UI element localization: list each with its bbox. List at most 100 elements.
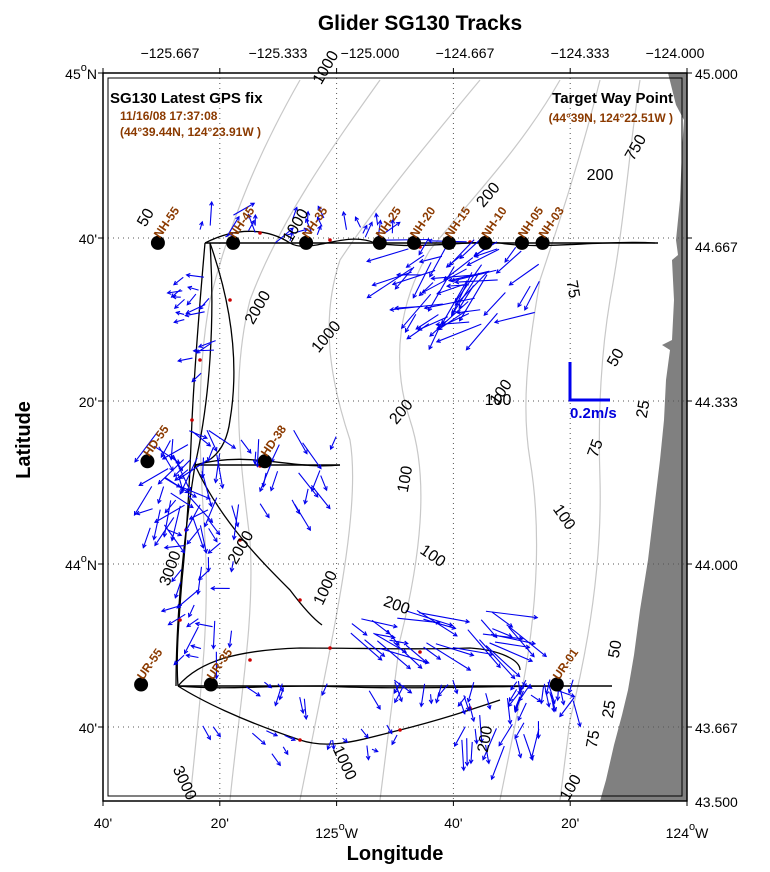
current-vector [457,309,481,314]
current-vector [164,545,185,549]
current-vector [519,679,527,691]
current-vector-head [303,227,309,233]
current-vector-head [305,210,311,216]
current-vector [207,446,215,462]
current-vector [508,626,535,657]
current-vector [355,216,362,228]
current-vector-head [206,457,212,463]
current-vector-head [304,217,310,223]
current-vector [463,695,470,711]
current-vector [375,213,379,226]
current-vector [187,286,199,291]
current-vector-head [283,750,289,756]
current-vector [447,284,469,287]
current-vector-head [412,293,417,299]
current-vector-head [185,272,191,278]
current-vector-head [213,537,218,543]
current-vector-head [479,738,484,744]
current-vector-head [290,736,296,741]
current-vector [479,715,483,743]
current-vector [485,693,491,710]
current-vector [191,431,211,447]
current-vector [164,477,181,488]
current-vector [311,470,321,492]
current-vector [248,220,255,231]
current-vector-head [331,745,336,751]
current-vector-head [450,278,456,283]
current-vector-head [227,643,233,649]
velocity-scale: 0.2m/s [568,362,617,422]
current-vector [421,268,467,294]
current-vector-head [451,625,457,630]
current-vector-head [577,722,582,728]
current-vector [173,276,184,286]
current-vector [509,263,540,286]
current-vector-head [208,502,213,508]
current-vector [240,439,252,454]
current-vector-head [417,664,423,669]
current-vector-head [329,445,335,451]
contour-label: 100 [485,392,512,409]
current-vector-head [179,489,184,495]
current-vector [489,642,533,662]
current-vector [485,744,490,764]
current-vector-head [178,466,184,472]
current-vector-head [391,740,396,746]
current-vector [153,445,180,464]
current-vector-head [427,238,433,244]
current-vector-head [567,688,573,694]
current-vector [214,453,221,483]
current-vector-head [278,695,283,701]
station-nh-15-marker [441,235,456,250]
current-vector-head [306,526,311,532]
current-vector-head [203,548,208,554]
current-vector-head [138,481,144,486]
current-vector-head [265,513,270,519]
current-vector [256,439,260,467]
current-vector [467,629,501,668]
current-vector [158,459,185,485]
current-vector [437,313,470,329]
current-vector [468,703,475,722]
current-vector-head [418,250,423,256]
current-vector-head [199,220,204,226]
current-vector-head [524,305,529,311]
current-vector-head [507,719,513,725]
current-vector [204,497,218,527]
current-vector [201,457,205,478]
current-vector [282,746,289,755]
current-vector [418,612,470,623]
current-vector-head [175,459,181,464]
contour-label: 75 [585,437,607,460]
current-vector-head [208,518,214,524]
current-vector [451,272,480,316]
current-vector [446,254,463,268]
current-vector [362,225,368,234]
contour-label: 25 [634,399,654,420]
current-vector-head [213,478,219,484]
current-vector-head [407,688,413,694]
current-vector-head [450,311,456,317]
current-vector-head [406,334,412,340]
current-vector-head [247,213,252,219]
current-vector [361,618,397,628]
current-vector-head [195,349,201,354]
current-vector [504,246,517,263]
current-vector-head [514,734,519,740]
current-vector-head [157,479,163,485]
y-axis-label: Latitude [13,401,35,479]
current-vector-head [231,535,237,541]
current-vector [174,319,185,323]
current-vector [266,730,278,737]
current-vector [366,745,370,760]
current-vector-head [404,327,410,333]
current-vector [293,429,308,454]
current-vector [517,285,531,308]
current-vector [270,471,279,491]
current-vector [154,504,185,523]
current-vector [550,694,555,712]
current-vector [247,214,256,233]
current-vector [494,311,535,323]
contour-label: 25 [600,699,620,720]
current-vector [209,201,213,226]
